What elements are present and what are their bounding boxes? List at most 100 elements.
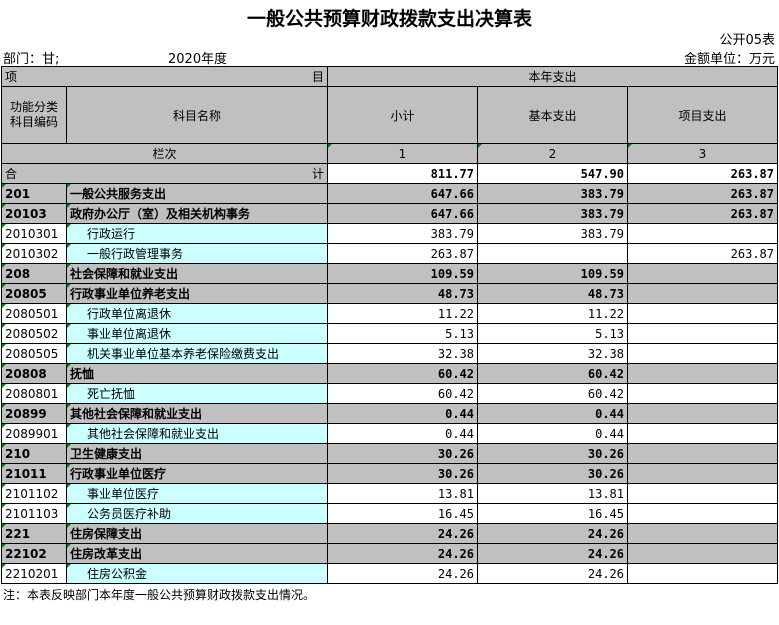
row-project <box>627 423 778 444</box>
row-subtotal: 24.26 <box>327 523 478 544</box>
footnote: 注：本表反映部门本年度一般公共预算财政拨款支出情况。 <box>3 588 316 602</box>
table-row: 22102 住房改革支出 24.26 24.26 <box>1 543 778 564</box>
row-subtotal: 30.26 <box>327 463 478 484</box>
department: 部门：甘; <box>3 52 60 67</box>
table-row: 2080502 事业单位离退休 5.13 5.13 <box>1 323 778 344</box>
row-name: 行政运行 <box>66 223 328 244</box>
total-basic: 547.90 <box>477 163 628 184</box>
table-row: 201 一般公共服务支出 647.66 383.79 263.87 <box>1 183 778 204</box>
item-header: 项目 <box>1 66 328 87</box>
row-code: 2080801 <box>1 383 67 404</box>
row-name: 住房公积金 <box>66 563 328 584</box>
row-project <box>627 503 778 524</box>
row-subtotal: 13.81 <box>327 483 478 504</box>
row-code: 22102 <box>1 543 67 564</box>
row-basic: 383.79 <box>477 203 628 224</box>
total-label: 合计 <box>1 163 328 184</box>
row-subtotal: 24.26 <box>327 563 478 584</box>
year: 2020年度 <box>168 52 228 67</box>
unit: 金额单位：万元 <box>683 52 775 67</box>
row-code: 2080505 <box>1 343 67 364</box>
row-name: 其他社会保障和就业支出 <box>66 403 328 424</box>
col-index-label: 栏次 <box>1 143 328 164</box>
page-title: 一般公共预算财政拨款支出决算表 <box>246 8 532 30</box>
row-name: 社会保障和就业支出 <box>66 263 328 284</box>
total-project: 263.87 <box>627 163 778 184</box>
row-basic: 109.59 <box>477 263 628 284</box>
row-code: 21011 <box>1 463 67 484</box>
table-row: 2010302 一般行政管理事务 263.87 263.87 <box>1 243 778 264</box>
row-basic: 24.26 <box>477 563 628 584</box>
row-name: 事业单位医疗 <box>66 483 328 504</box>
row-subtotal: 60.42 <box>327 383 478 404</box>
row-subtotal: 32.38 <box>327 343 478 364</box>
row-code: 208 <box>1 263 67 284</box>
table-row: 20808 抚恤 60.42 60.42 <box>1 363 778 384</box>
col-index-3: 3 <box>627 143 778 164</box>
row-name: 行政单位离退休 <box>66 303 328 324</box>
row-subtotal: 30.26 <box>327 443 478 464</box>
table-row: 20805 行政事业单位养老支出 48.73 48.73 <box>1 283 778 304</box>
row-code: 2089901 <box>1 423 67 444</box>
row-name: 一般公共服务支出 <box>66 183 328 204</box>
row-basic: 16.45 <box>477 503 628 524</box>
row-code: 210 <box>1 443 67 464</box>
row-name: 政府办公厅（室）及相关机构事务 <box>66 203 328 224</box>
row-project <box>627 363 778 384</box>
row-code: 2010302 <box>1 243 67 264</box>
row-basic: 60.42 <box>477 363 628 384</box>
row-code: 2080501 <box>1 303 67 324</box>
table-row: 2101102 事业单位医疗 13.81 13.81 <box>1 483 778 504</box>
row-project <box>627 563 778 584</box>
row-basic: 30.26 <box>477 463 628 484</box>
row-name: 一般行政管理事务 <box>66 243 328 264</box>
row-name: 住房改革支出 <box>66 543 328 564</box>
table-row: 2080801 死亡抚恤 60.42 60.42 <box>1 383 778 404</box>
row-basic: 0.44 <box>477 423 628 444</box>
row-name: 行政事业单位养老支出 <box>66 283 328 304</box>
name-header: 科目名称 <box>66 86 328 144</box>
form-number: 公开05表 <box>719 33 775 48</box>
row-code: 2101102 <box>1 483 67 504</box>
row-project <box>627 323 778 344</box>
subtotal-header: 小计 <box>327 86 478 144</box>
row-subtotal: 109.59 <box>327 263 478 284</box>
total-label-left: 合 <box>5 167 18 181</box>
row-project: 263.87 <box>627 183 778 204</box>
row-name: 行政事业单位医疗 <box>66 463 328 484</box>
row-project <box>627 343 778 364</box>
row-subtotal: 0.44 <box>327 423 478 444</box>
row-basic: 383.79 <box>477 223 628 244</box>
total-label-right: 计 <box>311 167 324 181</box>
row-code: 221 <box>1 523 67 544</box>
row-project <box>627 283 778 304</box>
row-basic: 0.44 <box>477 403 628 424</box>
row-code: 20808 <box>1 363 67 384</box>
row-basic <box>477 243 628 264</box>
basic-header: 基本支出 <box>477 86 628 144</box>
row-name: 机关事业单位基本养老保险缴费支出 <box>66 343 328 364</box>
table-row: 21011 行政事业单位医疗 30.26 30.26 <box>1 463 778 484</box>
table-row: 2080501 行政单位离退休 11.22 11.22 <box>1 303 778 324</box>
row-subtotal: 647.66 <box>327 183 478 204</box>
row-project <box>627 483 778 504</box>
table-row: 20103 政府办公厅（室）及相关机构事务 647.66 383.79 263.87 <box>1 203 778 224</box>
item-header-left: 项 <box>5 70 18 84</box>
row-code: 20899 <box>1 403 67 424</box>
row-code: 2210201 <box>1 563 67 584</box>
table-row: 210 卫生健康支出 30.26 30.26 <box>1 443 778 464</box>
row-project <box>627 463 778 484</box>
row-subtotal: 383.79 <box>327 223 478 244</box>
project-header: 项目支出 <box>627 86 778 144</box>
row-code: 201 <box>1 183 67 204</box>
row-subtotal: 24.26 <box>327 543 478 564</box>
table-row: 2080505 机关事业单位基本养老保险缴费支出 32.38 32.38 <box>1 343 778 364</box>
row-basic: 383.79 <box>477 183 628 204</box>
row-basic: 24.26 <box>477 543 628 564</box>
row-code: 2010301 <box>1 223 67 244</box>
row-subtotal: 16.45 <box>327 503 478 524</box>
row-name: 卫生健康支出 <box>66 443 328 464</box>
row-project <box>627 223 778 244</box>
row-project <box>627 443 778 464</box>
table-row: 208 社会保障和就业支出 109.59 109.59 <box>1 263 778 284</box>
